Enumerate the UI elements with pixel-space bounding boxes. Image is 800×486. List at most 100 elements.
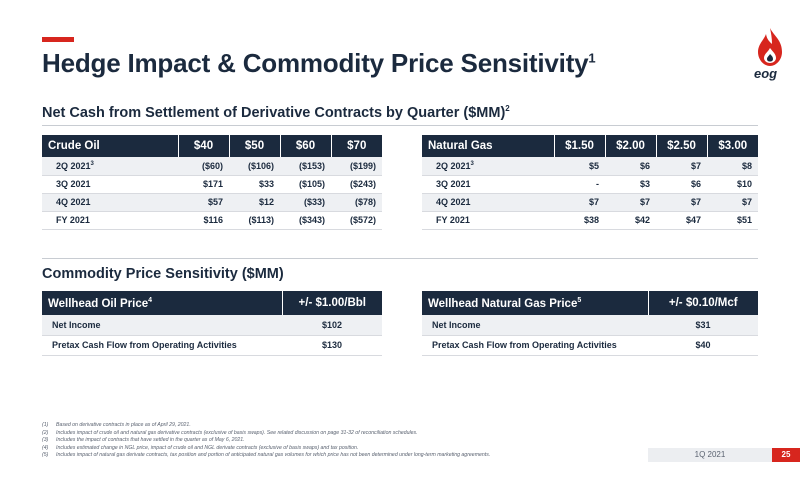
table-cell: ($572) <box>331 211 382 230</box>
crude-oil-header-row: Crude Oil $40 $50 $60 $70 <box>42 135 382 157</box>
table-cell: $47 <box>656 211 707 230</box>
derivatives-section-title: Net Cash from Settlement of Derivative C… <box>42 104 510 121</box>
oil-price-sensitivity-table: Wellhead Oil Price4 +/- $1.00/Bbl Net In… <box>42 291 382 356</box>
table-row: Net Income $102 <box>42 315 382 336</box>
table-cell: $31 <box>648 315 758 336</box>
table-row: FY 2021 $38 $42 $47 $51 <box>422 211 758 230</box>
footnote-item: (4) Includes estimated change in NGL pric… <box>42 445 490 453</box>
page-title-text: Hedge Impact & Commodity Price Sensitivi… <box>42 48 589 78</box>
table-cell: $102 <box>282 315 382 336</box>
table-cell: - <box>554 175 605 194</box>
table-cell: $130 <box>282 335 382 356</box>
table-row: 2Q 20213 $5 $6 $7 $8 <box>422 157 758 176</box>
page-title: Hedge Impact & Commodity Price Sensitivi… <box>42 48 596 79</box>
row-label: Net Income <box>422 315 648 336</box>
gas-sensitivity-header-row: Wellhead Natural Gas Price5 +/- $0.10/Mc… <box>422 291 758 315</box>
table-cell: $5 <box>554 157 605 176</box>
table-cell: ($33) <box>280 193 331 212</box>
table-cell: ($343) <box>280 211 331 230</box>
gas-price-sensitivity-table: Wellhead Natural Gas Price5 +/- $0.10/Mc… <box>422 291 758 356</box>
oil-sensitivity-header-footnote: 4 <box>148 296 153 304</box>
crude-oil-header-price: $60 <box>280 135 332 157</box>
table-cell: $171 <box>178 175 229 194</box>
natural-gas-header-price: $2.00 <box>605 135 657 157</box>
footnote-number: (3) <box>42 437 49 444</box>
row-label: FY 2021 <box>422 211 554 230</box>
logo-wordmark: eog <box>754 66 778 81</box>
table-cell: ($199) <box>331 157 382 176</box>
table-row: 4Q 2021 $57 $12 ($33) ($78) <box>42 193 382 212</box>
table-cell: ($105) <box>280 175 331 194</box>
footnote-text: Includes estimated change in NGL price, … <box>56 444 359 451</box>
table-cell: ($113) <box>229 211 280 230</box>
footnote-item: (3) Includes the impact of contracts that… <box>42 437 490 445</box>
table-cell: $10 <box>707 175 758 194</box>
table-cell: $6 <box>656 175 707 194</box>
crude-oil-header-price: $50 <box>229 135 281 157</box>
title-accent-bar <box>42 37 74 42</box>
crude-oil-header-price: $70 <box>331 135 382 157</box>
footnote-number: (1) <box>42 422 49 428</box>
natural-gas-header-label: Natural Gas <box>422 135 555 157</box>
table-cell: $7 <box>554 193 605 212</box>
table-cell: $12 <box>229 193 280 212</box>
row-label: Net Income <box>42 315 282 336</box>
page-title-footnote: 1 <box>588 50 596 66</box>
crude-oil-header-label: Crude Oil <box>42 135 179 157</box>
table-row: 2Q 20213 ($60) ($106) ($153) ($199) <box>42 157 382 176</box>
table-cell: $33 <box>229 175 280 194</box>
natural-gas-header-row: Natural Gas $1.50 $2.00 $2.50 $3.00 <box>422 135 758 157</box>
table-cell: $42 <box>605 211 656 230</box>
natural-gas-header-price: $1.50 <box>554 135 606 157</box>
gas-sensitivity-header-text: Wellhead Natural Gas Price <box>428 297 578 310</box>
crude-oil-derivative-table: Crude Oil $40 $50 $60 $70 2Q 20213 ($60)… <box>42 135 382 230</box>
eog-flame-logo-icon <box>758 28 782 66</box>
table-cell: ($106) <box>229 157 280 176</box>
row-label: 4Q 2021 <box>42 193 178 212</box>
natural-gas-derivative-table: Natural Gas $1.50 $2.00 $2.50 $3.00 2Q 2… <box>422 135 758 230</box>
footnote-number: (5) <box>42 452 49 459</box>
natural-gas-header-price: $3.00 <box>707 135 758 157</box>
table-cell: $7 <box>707 193 758 212</box>
footnote-item: (2) Includes impact of crude oil and natu… <box>42 430 490 438</box>
row-label-footnote: 3 <box>470 160 474 167</box>
table-cell: $7 <box>605 193 656 212</box>
table-cell: ($78) <box>331 193 382 212</box>
row-label: 2Q 20213 <box>42 157 178 176</box>
table-cell: $51 <box>707 211 758 230</box>
row-label: 4Q 2021 <box>422 193 554 212</box>
table-cell: ($60) <box>178 157 229 176</box>
derivatives-section-title-footnote: 2 <box>505 104 510 113</box>
table-row: Pretax Cash Flow from Operating Activiti… <box>422 335 758 356</box>
table-cell: ($153) <box>280 157 331 176</box>
table-cell: $57 <box>178 193 229 212</box>
row-label: Pretax Cash Flow from Operating Activiti… <box>42 335 282 356</box>
gas-sensitivity-header-label: Wellhead Natural Gas Price5 <box>422 291 649 315</box>
oil-sensitivity-header-row: Wellhead Oil Price4 +/- $1.00/Bbl <box>42 291 382 315</box>
natural-gas-header-price: $2.50 <box>656 135 708 157</box>
row-label: 3Q 2021 <box>42 175 178 194</box>
table-row: 4Q 2021 $7 $7 $7 $7 <box>422 193 758 212</box>
footnotes: (1) Based on derivative contracts in plac… <box>42 422 490 460</box>
row-label: 3Q 2021 <box>422 175 554 194</box>
table-cell: $7 <box>656 157 707 176</box>
table-cell: $40 <box>648 335 758 356</box>
derivatives-section-rule <box>42 125 758 126</box>
table-row: 3Q 2021 - $3 $6 $10 <box>422 175 758 194</box>
table-row: Pretax Cash Flow from Operating Activiti… <box>42 335 382 356</box>
table-cell: $116 <box>178 211 229 230</box>
table-row: 3Q 2021 $171 $33 ($105) ($243) <box>42 175 382 194</box>
sensitivity-section-title: Commodity Price Sensitivity ($MM) <box>42 266 284 282</box>
row-label: FY 2021 <box>42 211 178 230</box>
footnote-number: (4) <box>42 444 49 451</box>
footnote-text: Based on derivative contracts in place a… <box>56 422 191 428</box>
table-row: FY 2021 $116 ($113) ($343) ($572) <box>42 211 382 230</box>
derivatives-section-title-text: Net Cash from Settlement of Derivative C… <box>42 104 506 121</box>
oil-sensitivity-header-label: Wellhead Oil Price4 <box>42 291 283 315</box>
row-label-text: 2Q 2021 <box>56 160 91 171</box>
row-label: Pretax Cash Flow from Operating Activiti… <box>422 335 648 356</box>
sensitivity-section-rule <box>42 258 758 259</box>
footnote-text: Includes impact of crude oil and natural… <box>56 429 418 436</box>
oil-sensitivity-header-text: Wellhead Oil Price <box>48 297 149 310</box>
oil-sensitivity-header-value: +/- $1.00/Bbl <box>282 291 382 315</box>
